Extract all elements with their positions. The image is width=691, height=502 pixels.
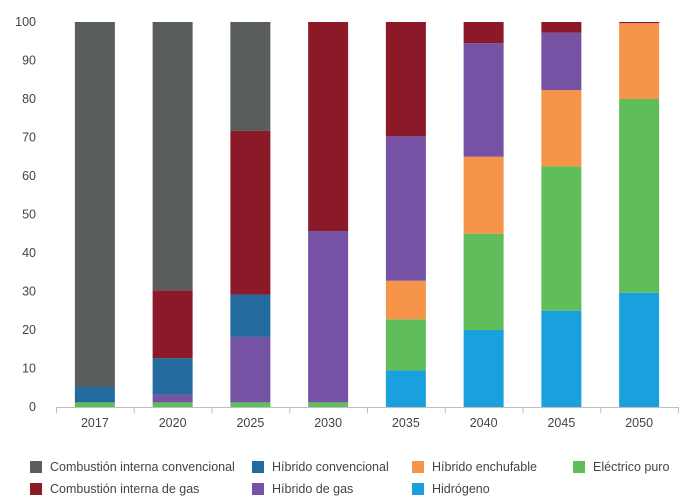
legend-swatch <box>30 461 42 473</box>
bar-segment <box>541 32 582 91</box>
bar-segment <box>308 231 349 403</box>
x-tick-label: 2017 <box>81 416 109 430</box>
bar-segment <box>230 294 271 337</box>
bar-segment <box>385 136 426 281</box>
legend-label: Eléctrico puro <box>593 460 670 474</box>
legend-item-hibrido-gas: Híbrido de gas <box>252 482 412 496</box>
legend-swatch <box>412 461 424 473</box>
legend-row-2: Combustión interna de gas Híbrido de gas… <box>30 478 690 500</box>
bar-segment <box>230 22 271 131</box>
bar-segment <box>152 290 193 359</box>
x-tick-label: 2035 <box>392 416 420 430</box>
bar-segment <box>385 370 426 407</box>
bar-segment <box>541 90 582 167</box>
legend-label: Híbrido convencional <box>272 460 389 474</box>
bar-segment <box>619 23 660 100</box>
y-tick-label: 90 <box>22 54 36 68</box>
y-tick-label: 30 <box>22 285 36 299</box>
bar-segment <box>230 402 271 407</box>
bar-segment <box>619 99 660 293</box>
legend-item-combustion-gas: Combustión interna de gas <box>30 482 252 496</box>
chart-legend: Combustión interna convencional Híbrido … <box>30 456 690 500</box>
bar-segment <box>385 22 426 137</box>
bar-segment <box>308 402 349 407</box>
bar-segment <box>463 43 504 157</box>
y-tick-label: 100 <box>15 15 36 29</box>
legend-item-hidrogeno: Hidrógeno <box>412 482 490 496</box>
bar-segment <box>230 336 271 403</box>
x-tick-label: 2040 <box>470 416 498 430</box>
x-tick-label: 2025 <box>236 416 264 430</box>
bar-segment <box>541 310 582 407</box>
legend-label: Híbrido enchufable <box>432 460 537 474</box>
bar-segment <box>463 233 504 330</box>
legend-label: Combustión interna de gas <box>50 482 200 496</box>
bar-segment <box>230 130 271 295</box>
y-tick-label: 20 <box>22 323 36 337</box>
bar-segment <box>74 402 115 407</box>
legend-label: Híbrido de gas <box>272 482 354 496</box>
y-tick-label: 80 <box>22 92 36 106</box>
y-tick-label: 40 <box>22 246 36 260</box>
bar-segment <box>152 358 193 395</box>
bar-segment <box>385 280 426 320</box>
legend-row-1: Combustión interna convencional Híbrido … <box>30 456 690 478</box>
legend-label: Hidrógeno <box>432 482 490 496</box>
bar-segment <box>541 22 582 33</box>
legend-item-hibrido-enchufable: Híbrido enchufable <box>412 460 573 474</box>
x-tick-label: 2050 <box>625 416 653 430</box>
bar-segment <box>152 402 193 407</box>
legend-swatch <box>412 483 424 495</box>
y-tick-label: 60 <box>22 169 36 183</box>
legend-swatch <box>252 461 264 473</box>
bar-segment <box>463 330 504 407</box>
bar-segment <box>619 292 660 407</box>
y-tick-label: 50 <box>22 208 36 222</box>
legend-label: Combustión interna convencional <box>50 460 235 474</box>
bar-segment <box>619 22 660 24</box>
bar-segment <box>152 394 193 403</box>
bar-segment <box>463 156 504 234</box>
bar-segment <box>74 22 115 387</box>
bar-segment <box>463 22 504 44</box>
bar-segment <box>385 319 426 371</box>
x-tick-label: 2020 <box>159 416 187 430</box>
bar-segment <box>541 166 582 311</box>
y-tick-label: 0 <box>29 400 36 414</box>
legend-item-combustion-convencional: Combustión interna convencional <box>30 460 252 474</box>
bar-segment <box>152 22 193 291</box>
x-tick-label: 2045 <box>547 416 575 430</box>
y-tick-label: 10 <box>22 362 36 376</box>
legend-swatch <box>573 461 585 473</box>
legend-swatch <box>30 483 42 495</box>
bar-segment <box>74 386 115 403</box>
bar-segment <box>308 22 349 232</box>
legend-item-electrico-puro: Eléctrico puro <box>573 460 669 474</box>
legend-swatch <box>252 483 264 495</box>
legend-item-hibrido-convencional: Híbrido convencional <box>252 460 412 474</box>
x-tick-label: 2030 <box>314 416 342 430</box>
y-tick-label: 70 <box>22 131 36 145</box>
